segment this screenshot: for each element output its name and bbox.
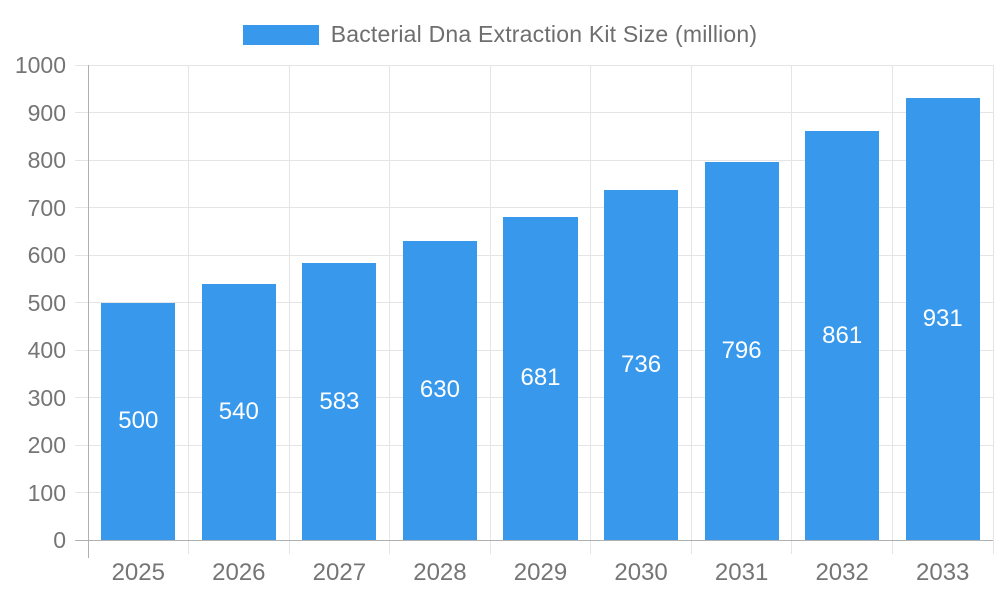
bar-2033: 931: [905, 97, 980, 540]
vertical-gridline: [288, 65, 290, 554]
bar-2025: 500: [101, 302, 176, 540]
x-axis-tick-label: 2028: [413, 559, 467, 586]
vertical-gridline: [590, 65, 592, 554]
bar-value-label: 931: [922, 304, 963, 332]
x-axis-tick-label: 2031: [714, 559, 769, 586]
plot-area: 500 540 583 630 681 736 796 861 931: [75, 64, 994, 558]
vertical-gridline: [489, 65, 491, 554]
y-axis-line: [88, 65, 89, 558]
horizontal-gridline: [75, 64, 993, 66]
bar-2028: 630: [402, 240, 478, 540]
bar-value-label: 796: [721, 336, 762, 364]
bar-value-label: 736: [621, 351, 662, 379]
vertical-gridline: [791, 65, 793, 554]
horizontal-gridline: [75, 207, 993, 208]
legend-label: Bacterial Dna Extraction Kit Size (milli…: [330, 21, 758, 47]
horizontal-gridline: [75, 112, 993, 113]
x-axis-tick-label: 2025: [111, 559, 165, 586]
bar-value-label: 500: [118, 407, 159, 435]
vertical-gridline: [992, 65, 994, 554]
x-axis-tick-label: 2030: [614, 559, 668, 586]
y-axis-tick-label: 1000: [14, 52, 66, 78]
bar-value-label: 540: [218, 397, 259, 425]
legend-item[interactable]: Bacterial Dna Extraction Kit Size (milli…: [0, 21, 1000, 48]
x-axis-tick-label: 2032: [815, 559, 869, 586]
y-axis-tick-label: 200: [27, 432, 66, 458]
bar-value-label: 681: [520, 364, 561, 392]
y-axis-tick-label: 600: [27, 242, 66, 268]
y-axis-tick-label: 700: [27, 194, 66, 221]
bar-2032: 861: [805, 131, 880, 540]
legend-swatch: [242, 24, 319, 45]
vertical-gridline: [389, 65, 391, 554]
x-axis-tick-label: 2033: [916, 559, 970, 586]
bar-2029: 681: [503, 216, 578, 540]
y-axis-tick-label: 100: [27, 479, 66, 506]
y-axis-tick-label: 800: [27, 147, 66, 173]
y-axis-tick-label: 300: [27, 384, 66, 411]
y-axis-tick-label: 0: [53, 527, 66, 553]
bar-2027: 583: [302, 263, 377, 540]
x-axis-line: [75, 540, 993, 541]
y-axis-tick-label: 900: [27, 99, 66, 126]
vertical-gridline: [690, 65, 692, 554]
bar-2031: 796: [704, 161, 779, 540]
x-axis-tick-label: 2029: [513, 559, 568, 586]
y-axis-tick-label: 400: [27, 337, 66, 363]
bar-2030: 736: [603, 190, 679, 540]
bar-value-label: 583: [319, 387, 360, 415]
vertical-gridline: [188, 65, 190, 554]
y-axis-tick-label: 500: [27, 289, 66, 316]
bar-value-label: 861: [822, 321, 863, 349]
vertical-gridline: [891, 65, 893, 554]
x-axis-tick-label: 2027: [312, 559, 367, 586]
horizontal-gridline: [75, 159, 993, 161]
bar-value-label: 630: [419, 376, 460, 404]
x-axis-tick-label: 2026: [212, 559, 266, 586]
bar-2026: 540: [201, 283, 276, 540]
